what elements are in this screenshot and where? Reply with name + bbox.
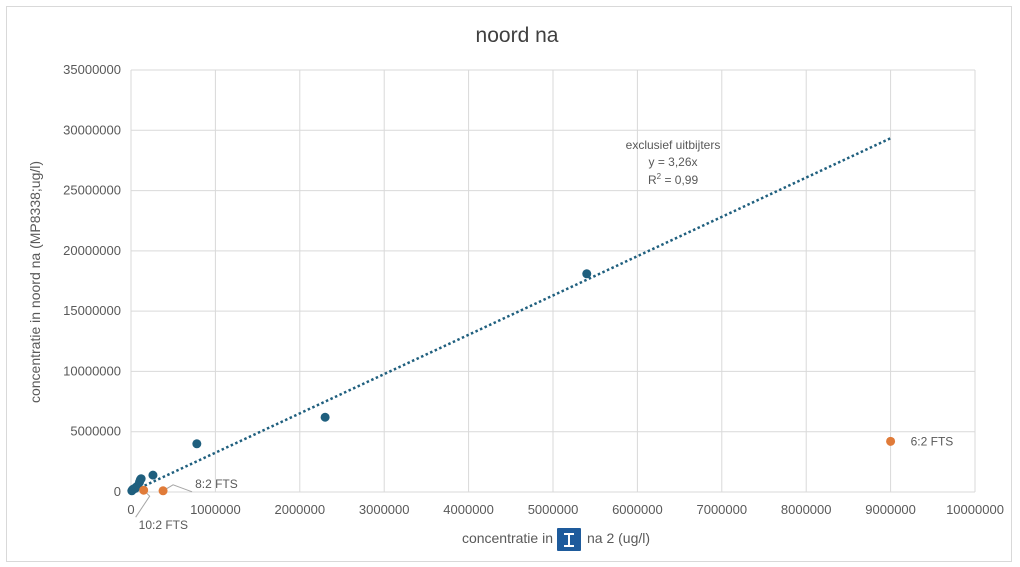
x-tick-label: 2000000 [274, 502, 325, 517]
x-tick-label: 7000000 [696, 502, 747, 517]
x-tick-label: 5000000 [528, 502, 579, 517]
text-cursor-icon [557, 528, 581, 551]
r2-value: = 0,99 [661, 173, 698, 187]
data-point [148, 470, 158, 480]
x-tick-label: 9000000 [865, 502, 916, 517]
trend-annotation-title: exclusief uitbijters [626, 138, 721, 152]
x-tick-label: 1000000 [190, 502, 241, 517]
data-point [582, 269, 592, 279]
y-tick-label: 35000000 [63, 62, 121, 77]
chart-frame [6, 6, 1012, 562]
outlier-point [139, 485, 149, 495]
y-tick-label: 10000000 [63, 363, 121, 378]
x-tick-label: 10000000 [946, 502, 1004, 517]
r2-r: R [648, 173, 657, 187]
outlier-labels: 6:2 FTS 8:2 FTS 10:2 FTS [139, 434, 954, 532]
chart-title: noord na [476, 24, 559, 47]
data-points [127, 269, 896, 496]
trendline [130, 137, 892, 494]
x-tick-label: 4000000 [443, 502, 494, 517]
trend-annotation-equation: y = 3,26x [648, 155, 697, 169]
data-point [192, 439, 202, 449]
y-tick-label: 15000000 [63, 303, 121, 318]
x-tick-label: 8000000 [781, 502, 832, 517]
y-tick-label: 30000000 [63, 122, 121, 137]
x-tick-labels: 0 1000000 2000000 3000000 4000000 5000000 6000… [127, 502, 1004, 517]
trend-annotation-r2: R2 = 0,99 [648, 172, 698, 187]
y-tick-label: 20000000 [63, 243, 121, 258]
x-axis-label-end: na 2 (ug/l) [587, 530, 650, 546]
data-point [136, 474, 146, 484]
outlier-label: 10:2 FTS [139, 518, 188, 532]
x-axis-label-start: concentratie in [462, 530, 553, 546]
y-tick-label: 0 [114, 484, 121, 499]
x-tick-label: 0 [127, 502, 134, 517]
gridlines [130, 69, 976, 493]
outlier-label: 8:2 FTS [195, 477, 238, 491]
y-axis-label: concentratie in noord na (MP8338;ug/l) [27, 161, 43, 403]
y-tick-label: 25000000 [63, 183, 121, 198]
data-point [320, 412, 330, 422]
outlier-point [158, 486, 168, 496]
r2-superscript: 2 [657, 172, 662, 181]
x-tick-label: 6000000 [612, 502, 663, 517]
y-tick-labels: 0 5000000 10000000 15000000 20000000 25000000… [63, 62, 121, 499]
outlier-label: 6:2 FTS [911, 434, 954, 448]
outlier-point [886, 436, 896, 446]
x-tick-label: 3000000 [359, 502, 410, 517]
y-tick-label: 5000000 [70, 424, 121, 439]
